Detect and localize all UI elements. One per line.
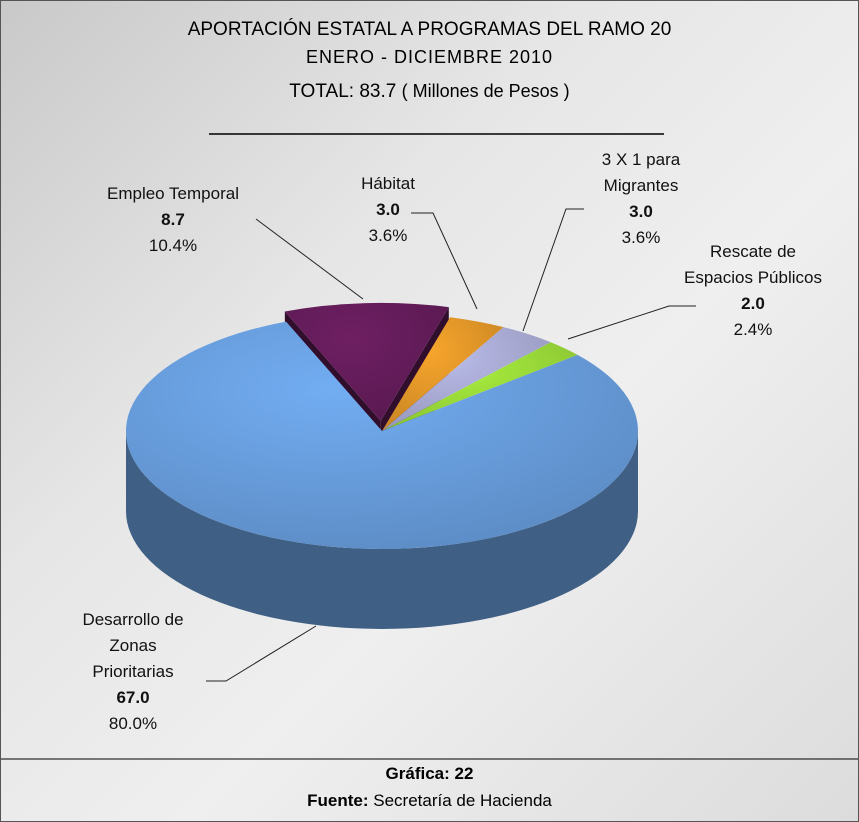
figure-line: Gráfica: 22	[1, 764, 858, 784]
total-value: 83.7	[359, 81, 396, 102]
percent-label: 80.0%	[68, 711, 198, 737]
category-label: Empleo Temporal	[98, 181, 248, 207]
category-label: Rescate de Espacios Públicos	[678, 239, 828, 291]
source-label: Fuente:	[307, 791, 368, 810]
figure-number: 22	[455, 764, 474, 783]
leader-line	[568, 306, 696, 339]
page: APORTACIÓN ESTATAL A PROGRAMAS DEL RAMO …	[0, 0, 859, 822]
value-label: 3.0	[313, 197, 463, 223]
category-label: Desarrollo de Zonas Prioritarias	[68, 607, 198, 685]
leader-line	[206, 626, 316, 681]
value-label: 67.0	[68, 685, 198, 711]
value-label: 3.0	[566, 199, 716, 225]
source-line: Fuente: Secretaría de Hacienda	[1, 791, 858, 811]
total-label: TOTAL:	[289, 81, 354, 102]
percent-label: 10.4%	[98, 233, 248, 259]
total-line: TOTAL: 83.7 ( Millones de Pesos )	[1, 81, 858, 103]
value-label: 8.7	[98, 207, 248, 233]
value-label: 2.0	[678, 291, 828, 317]
figure-label: Gráfica:	[386, 764, 450, 783]
percent-label: 3.6%	[313, 223, 463, 249]
chart-subtitle: ENERO - DICIEMBRE 2010	[1, 47, 858, 68]
pie	[126, 303, 638, 629]
category-label: Hábitat	[313, 171, 463, 197]
chart-title: APORTACIÓN ESTATAL A PROGRAMAS DEL RAMO …	[1, 19, 858, 41]
category-label: 3 X 1 para Migrantes	[566, 147, 716, 199]
percent-label: 2.4%	[678, 317, 828, 343]
source: Secretaría de Hacienda	[373, 791, 552, 810]
total-unit: ( Millones de Pesos )	[402, 81, 570, 101]
